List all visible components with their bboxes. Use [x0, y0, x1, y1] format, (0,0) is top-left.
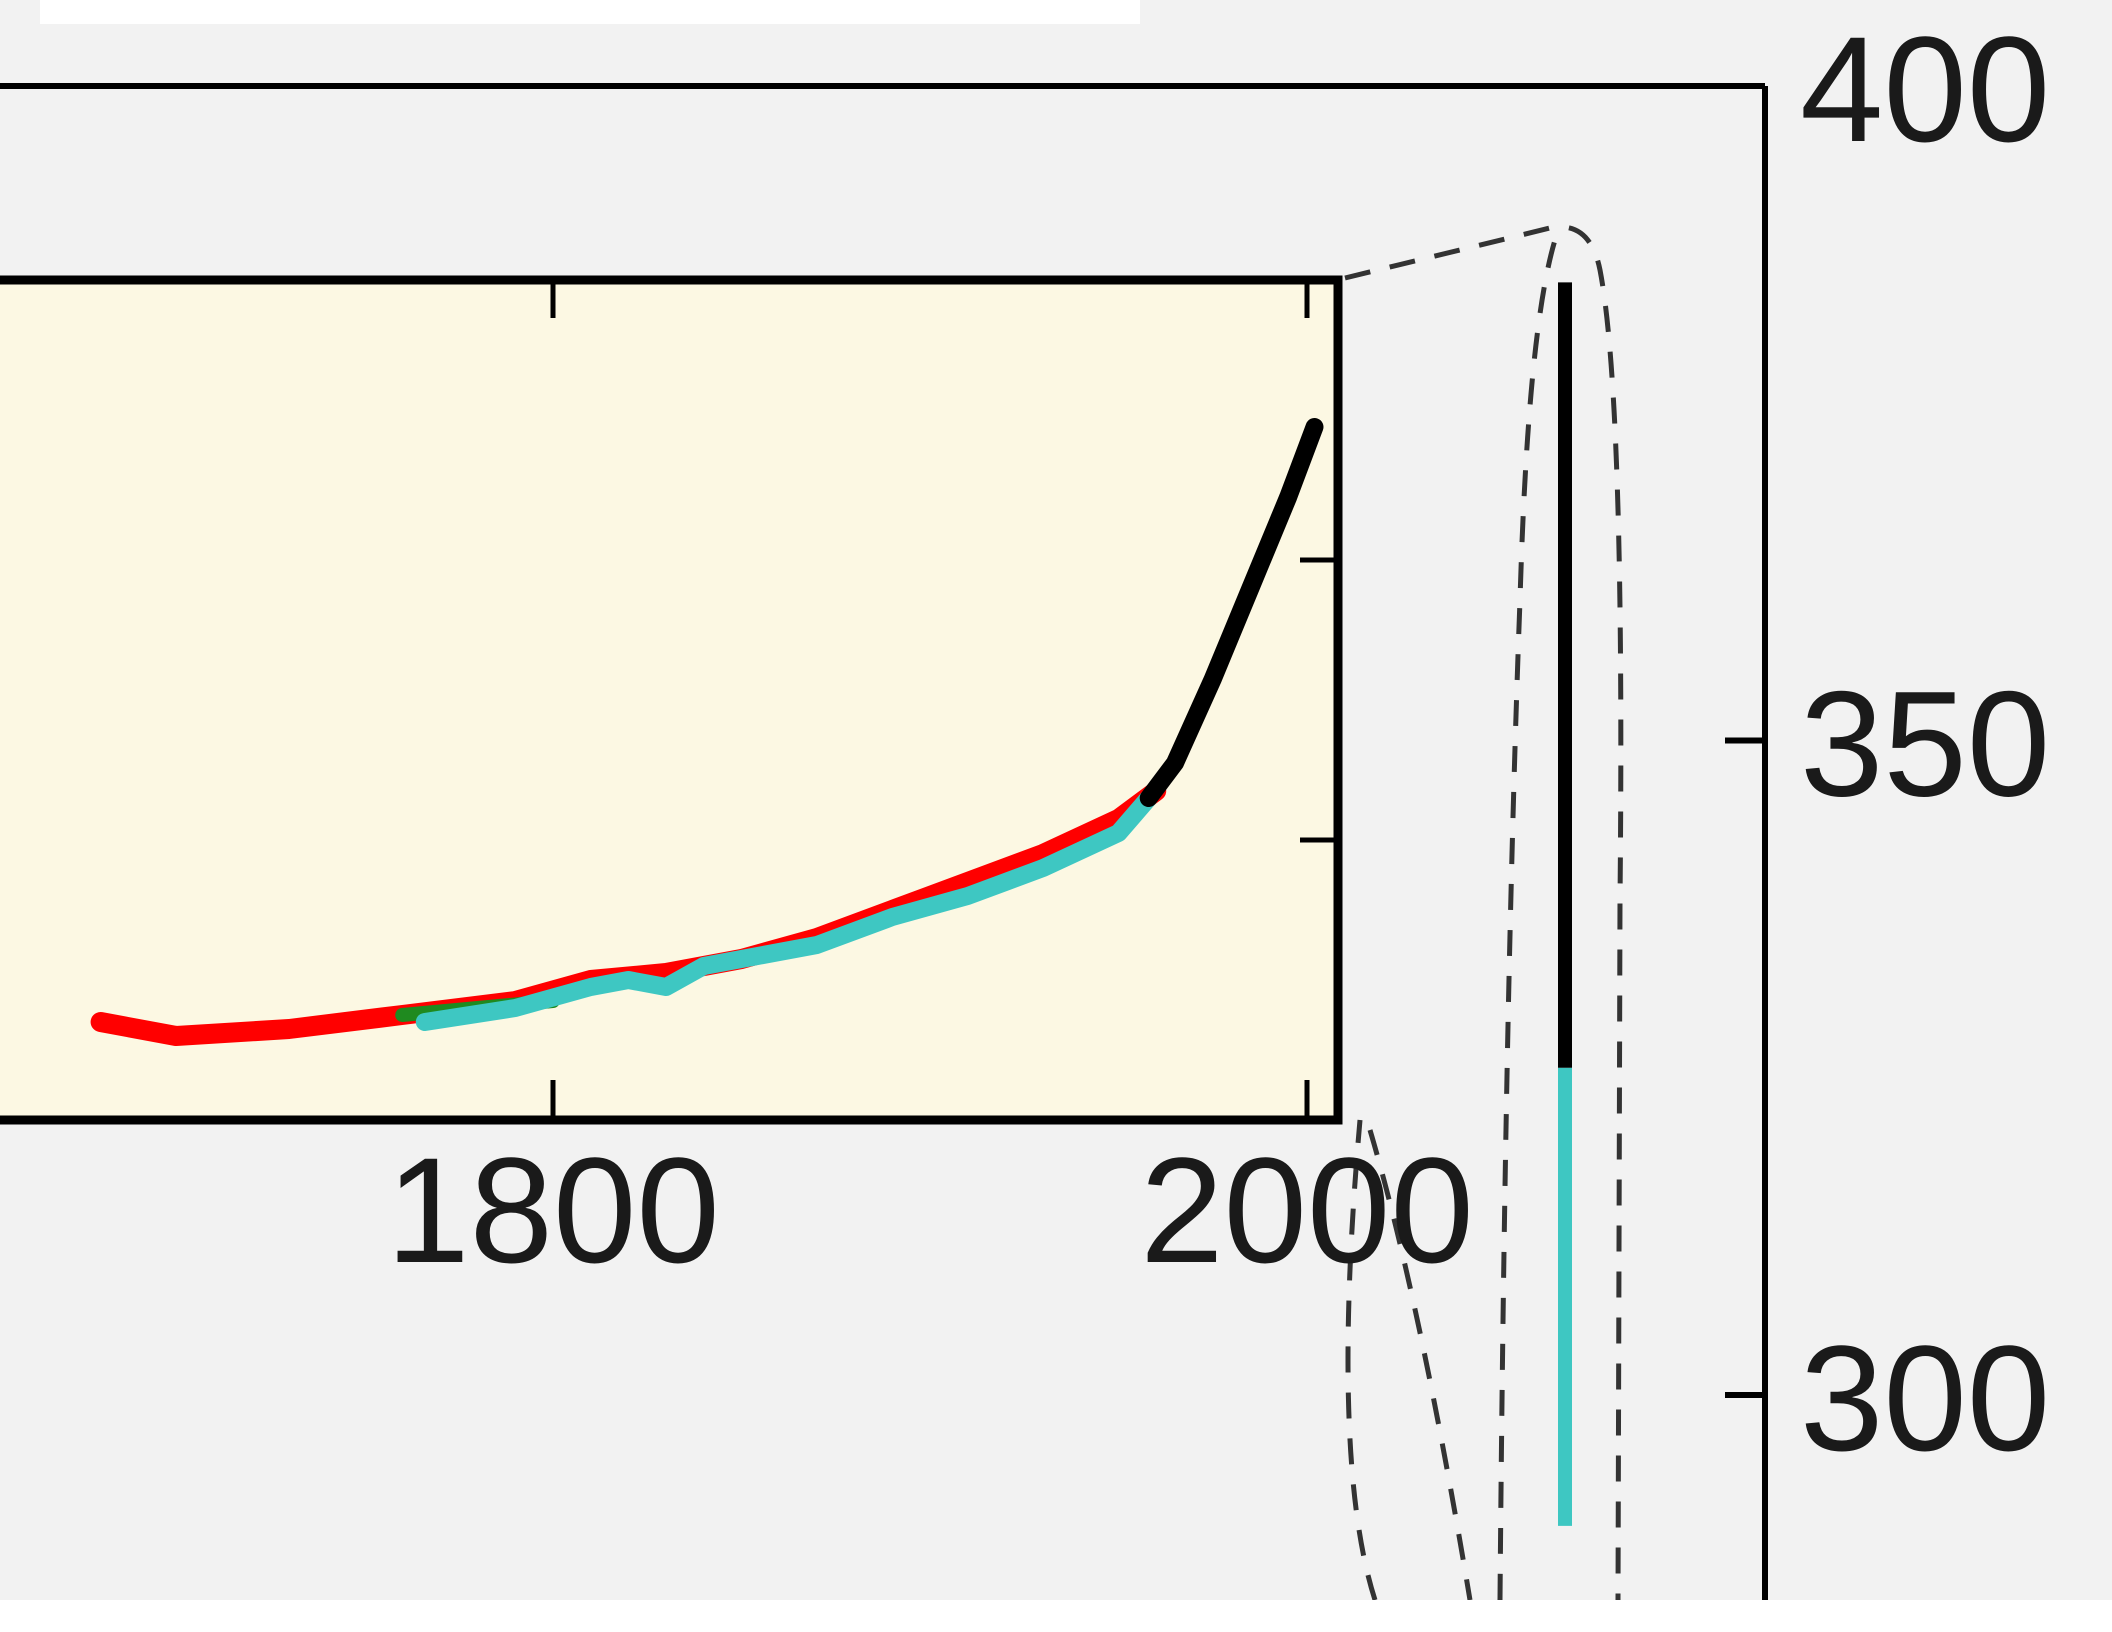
- inset-x-tick-label: 2000: [1140, 1126, 1474, 1294]
- inset-series-line: [415, 789, 1158, 1031]
- main-y-tick-label: 350: [1800, 660, 2050, 828]
- zoom-connector: [1344, 224, 1624, 1601]
- connector-outline-top: [1344, 224, 1624, 1601]
- connector-outline-inner: [1345, 239, 1558, 1601]
- bottom-crop-strip: [0, 1600, 2112, 1632]
- connector-outline-lower: [1367, 1129, 1473, 1601]
- cropped-title-remnant: [40, 0, 1140, 24]
- main-y-ticks: 400 350 300: [1725, 5, 2050, 1482]
- inset-x-tick-label: 1800: [386, 1126, 720, 1294]
- inset-ticks: 1800 2000: [386, 284, 1474, 1294]
- inset-series-group: [90, 418, 1324, 1046]
- main-y-tick-label: 400: [1800, 5, 2050, 173]
- inset-series-line: [1139, 418, 1324, 807]
- main-y-tick-label: 300: [1800, 1314, 2050, 1482]
